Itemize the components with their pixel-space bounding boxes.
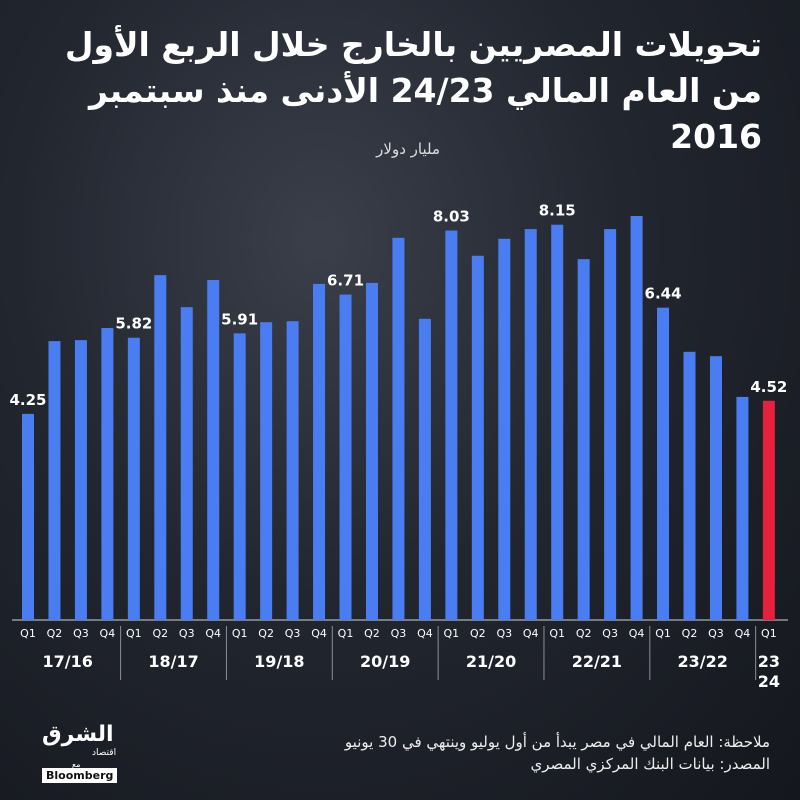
logo-prefix: مع xyxy=(72,760,81,769)
x-tick-label: Q1 xyxy=(761,627,777,640)
group-label: 23/22 xyxy=(677,652,728,671)
group-label: 23 24 xyxy=(757,652,780,691)
bar xyxy=(48,341,61,620)
chart-title: تحويلات المصريين بالخارج خلال الربع الأو… xyxy=(64,25,762,156)
x-tick-label: Q1 xyxy=(444,627,460,640)
x-tick-label: Q3 xyxy=(602,627,618,640)
value-label: 4.52 xyxy=(750,378,787,396)
value-label: 6.71 xyxy=(327,272,364,290)
x-tick-label: Q1 xyxy=(655,627,671,640)
x-tick-label: Q2 xyxy=(682,627,698,640)
bar xyxy=(577,259,590,620)
bar xyxy=(683,351,696,620)
note: ملاحظة: العام المالي في مصر يبدأ من أول … xyxy=(344,733,770,751)
bar xyxy=(392,237,405,620)
group-label: 20/19 xyxy=(360,652,411,671)
bar xyxy=(127,337,140,620)
x-tick-label: Q3 xyxy=(179,627,195,640)
bar xyxy=(286,321,299,620)
bar xyxy=(154,275,167,620)
notes: ملاحظة: العام المالي في مصر يبدأ من أول … xyxy=(345,731,770,775)
x-tick-label: Q1 xyxy=(232,627,248,640)
x-tick-label: Q2 xyxy=(152,627,168,640)
logo-name: الشرق xyxy=(42,722,114,747)
source: المصدر: بيانات البنك المركزي المصري xyxy=(530,755,770,773)
bar xyxy=(313,283,326,620)
x-tick-label: Q4 xyxy=(100,627,116,640)
group-label: 19/18 xyxy=(254,652,305,671)
bar xyxy=(418,318,431,620)
x-tick-label: Q3 xyxy=(391,627,407,640)
x-tick-label: Q4 xyxy=(311,627,327,640)
bar xyxy=(445,230,458,621)
bar xyxy=(630,215,643,620)
x-tick-label: Q3 xyxy=(285,627,301,640)
x-tick-label: Q2 xyxy=(364,627,380,640)
value-label: 5.82 xyxy=(115,315,152,333)
bar xyxy=(207,280,220,620)
bar xyxy=(524,229,537,620)
group-label: 22/21 xyxy=(571,652,623,671)
x-tick-label: Q4 xyxy=(205,627,221,640)
bar xyxy=(551,224,564,620)
bar xyxy=(709,356,722,620)
logo-tag: اقتصاد xyxy=(92,748,117,758)
bar xyxy=(180,307,193,620)
bar xyxy=(233,333,246,620)
bar xyxy=(762,400,775,620)
x-tick-label: Q1 xyxy=(549,627,565,640)
bar xyxy=(365,282,378,620)
bar xyxy=(471,255,484,620)
x-tick-label: Q4 xyxy=(735,627,751,640)
value-label: 6.44 xyxy=(645,285,682,303)
unit-label: مليار دولار xyxy=(376,140,440,158)
x-tick-label: Q2 xyxy=(47,627,63,640)
group-label: 17/16 xyxy=(42,652,93,671)
x-tick-label: Q1 xyxy=(20,627,36,640)
x-tick-label: Q3 xyxy=(496,627,512,640)
bar xyxy=(101,328,114,620)
x-tick-label: Q4 xyxy=(417,627,433,640)
logo: الشرق اقتصاد مع Bloomberg xyxy=(22,720,132,783)
x-tick-label: Q4 xyxy=(523,627,539,640)
value-label: 5.91 xyxy=(221,310,258,328)
x-tick-label: Q3 xyxy=(73,627,89,640)
x-tick-label: Q1 xyxy=(126,627,142,640)
bar xyxy=(22,413,34,620)
x-tick-label: Q2 xyxy=(576,627,592,640)
x-tick-label: Q1 xyxy=(338,627,354,640)
value-label: 4.25 xyxy=(9,391,46,409)
x-tick-label: Q2 xyxy=(470,627,486,640)
bar xyxy=(74,340,87,620)
group-label: 18/17 xyxy=(148,652,199,671)
x-tick-label: Q4 xyxy=(629,627,645,640)
bar xyxy=(657,307,670,620)
logo-partner: Bloomberg xyxy=(42,768,118,783)
bar xyxy=(736,396,749,620)
bar xyxy=(260,322,273,620)
group-label: 21/20 xyxy=(465,652,517,671)
bar xyxy=(604,229,617,620)
value-label: 8.15 xyxy=(539,202,576,220)
value-label: 8.03 xyxy=(433,208,470,226)
bar xyxy=(339,294,352,620)
bar xyxy=(498,238,511,621)
x-tick-label: Q2 xyxy=(258,627,274,640)
x-tick-label: Q3 xyxy=(708,627,724,640)
